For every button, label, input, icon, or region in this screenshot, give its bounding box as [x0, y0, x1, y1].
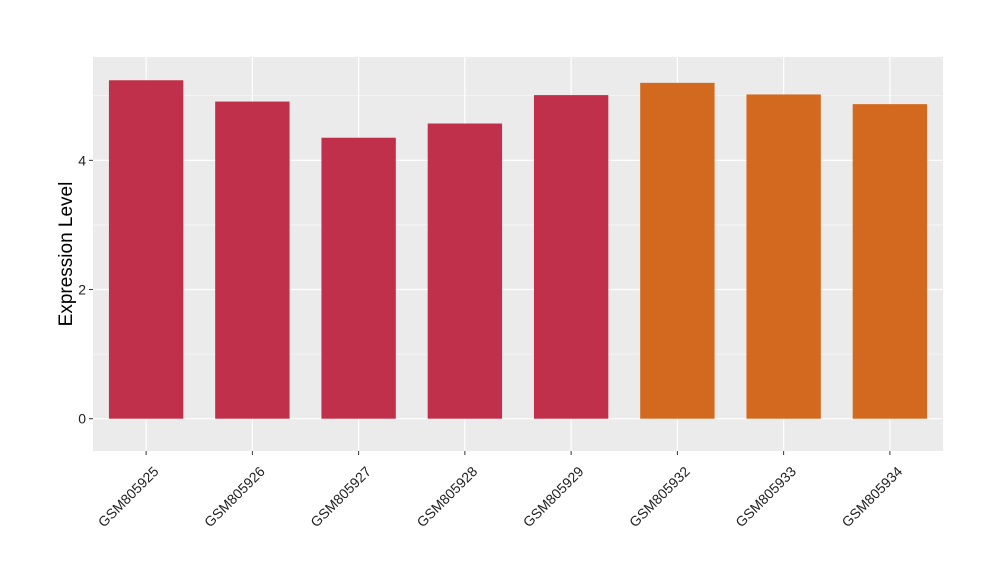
x-tick-label: GSM805927: [307, 463, 374, 530]
bar-GSM805925: [108, 80, 184, 419]
x-tick-label: GSM805926: [201, 463, 268, 530]
x-tick-label: GSM805933: [732, 463, 799, 530]
bar-GSM805926: [215, 101, 290, 419]
x-tick-label: GSM805928: [413, 463, 480, 530]
bar-GSM805927: [321, 137, 396, 419]
y-axis: 0 2 4: [78, 152, 93, 427]
x-tick-label: GSM805929: [520, 463, 587, 530]
y-tick-label: 4: [78, 152, 86, 168]
bar-GSM805933: [746, 94, 821, 419]
y-tick-label: 2: [78, 282, 86, 298]
y-tick-label: 0: [78, 411, 86, 427]
x-tick-label: GSM805934: [838, 463, 905, 530]
bars: [108, 80, 928, 419]
x-axis: GSM805925 GSM805926 GSM805927 GSM805928 GSM8…: [95, 451, 906, 530]
bar-GSM805934: [852, 104, 928, 419]
x-tick-label: GSM805925: [95, 463, 162, 530]
bar-GSM805929: [533, 95, 609, 419]
y-axis-title: Expression Level: [56, 182, 77, 327]
x-tick-label: GSM805932: [626, 463, 693, 530]
bar-GSM805932: [640, 82, 715, 419]
bar-GSM805928: [427, 123, 503, 419]
